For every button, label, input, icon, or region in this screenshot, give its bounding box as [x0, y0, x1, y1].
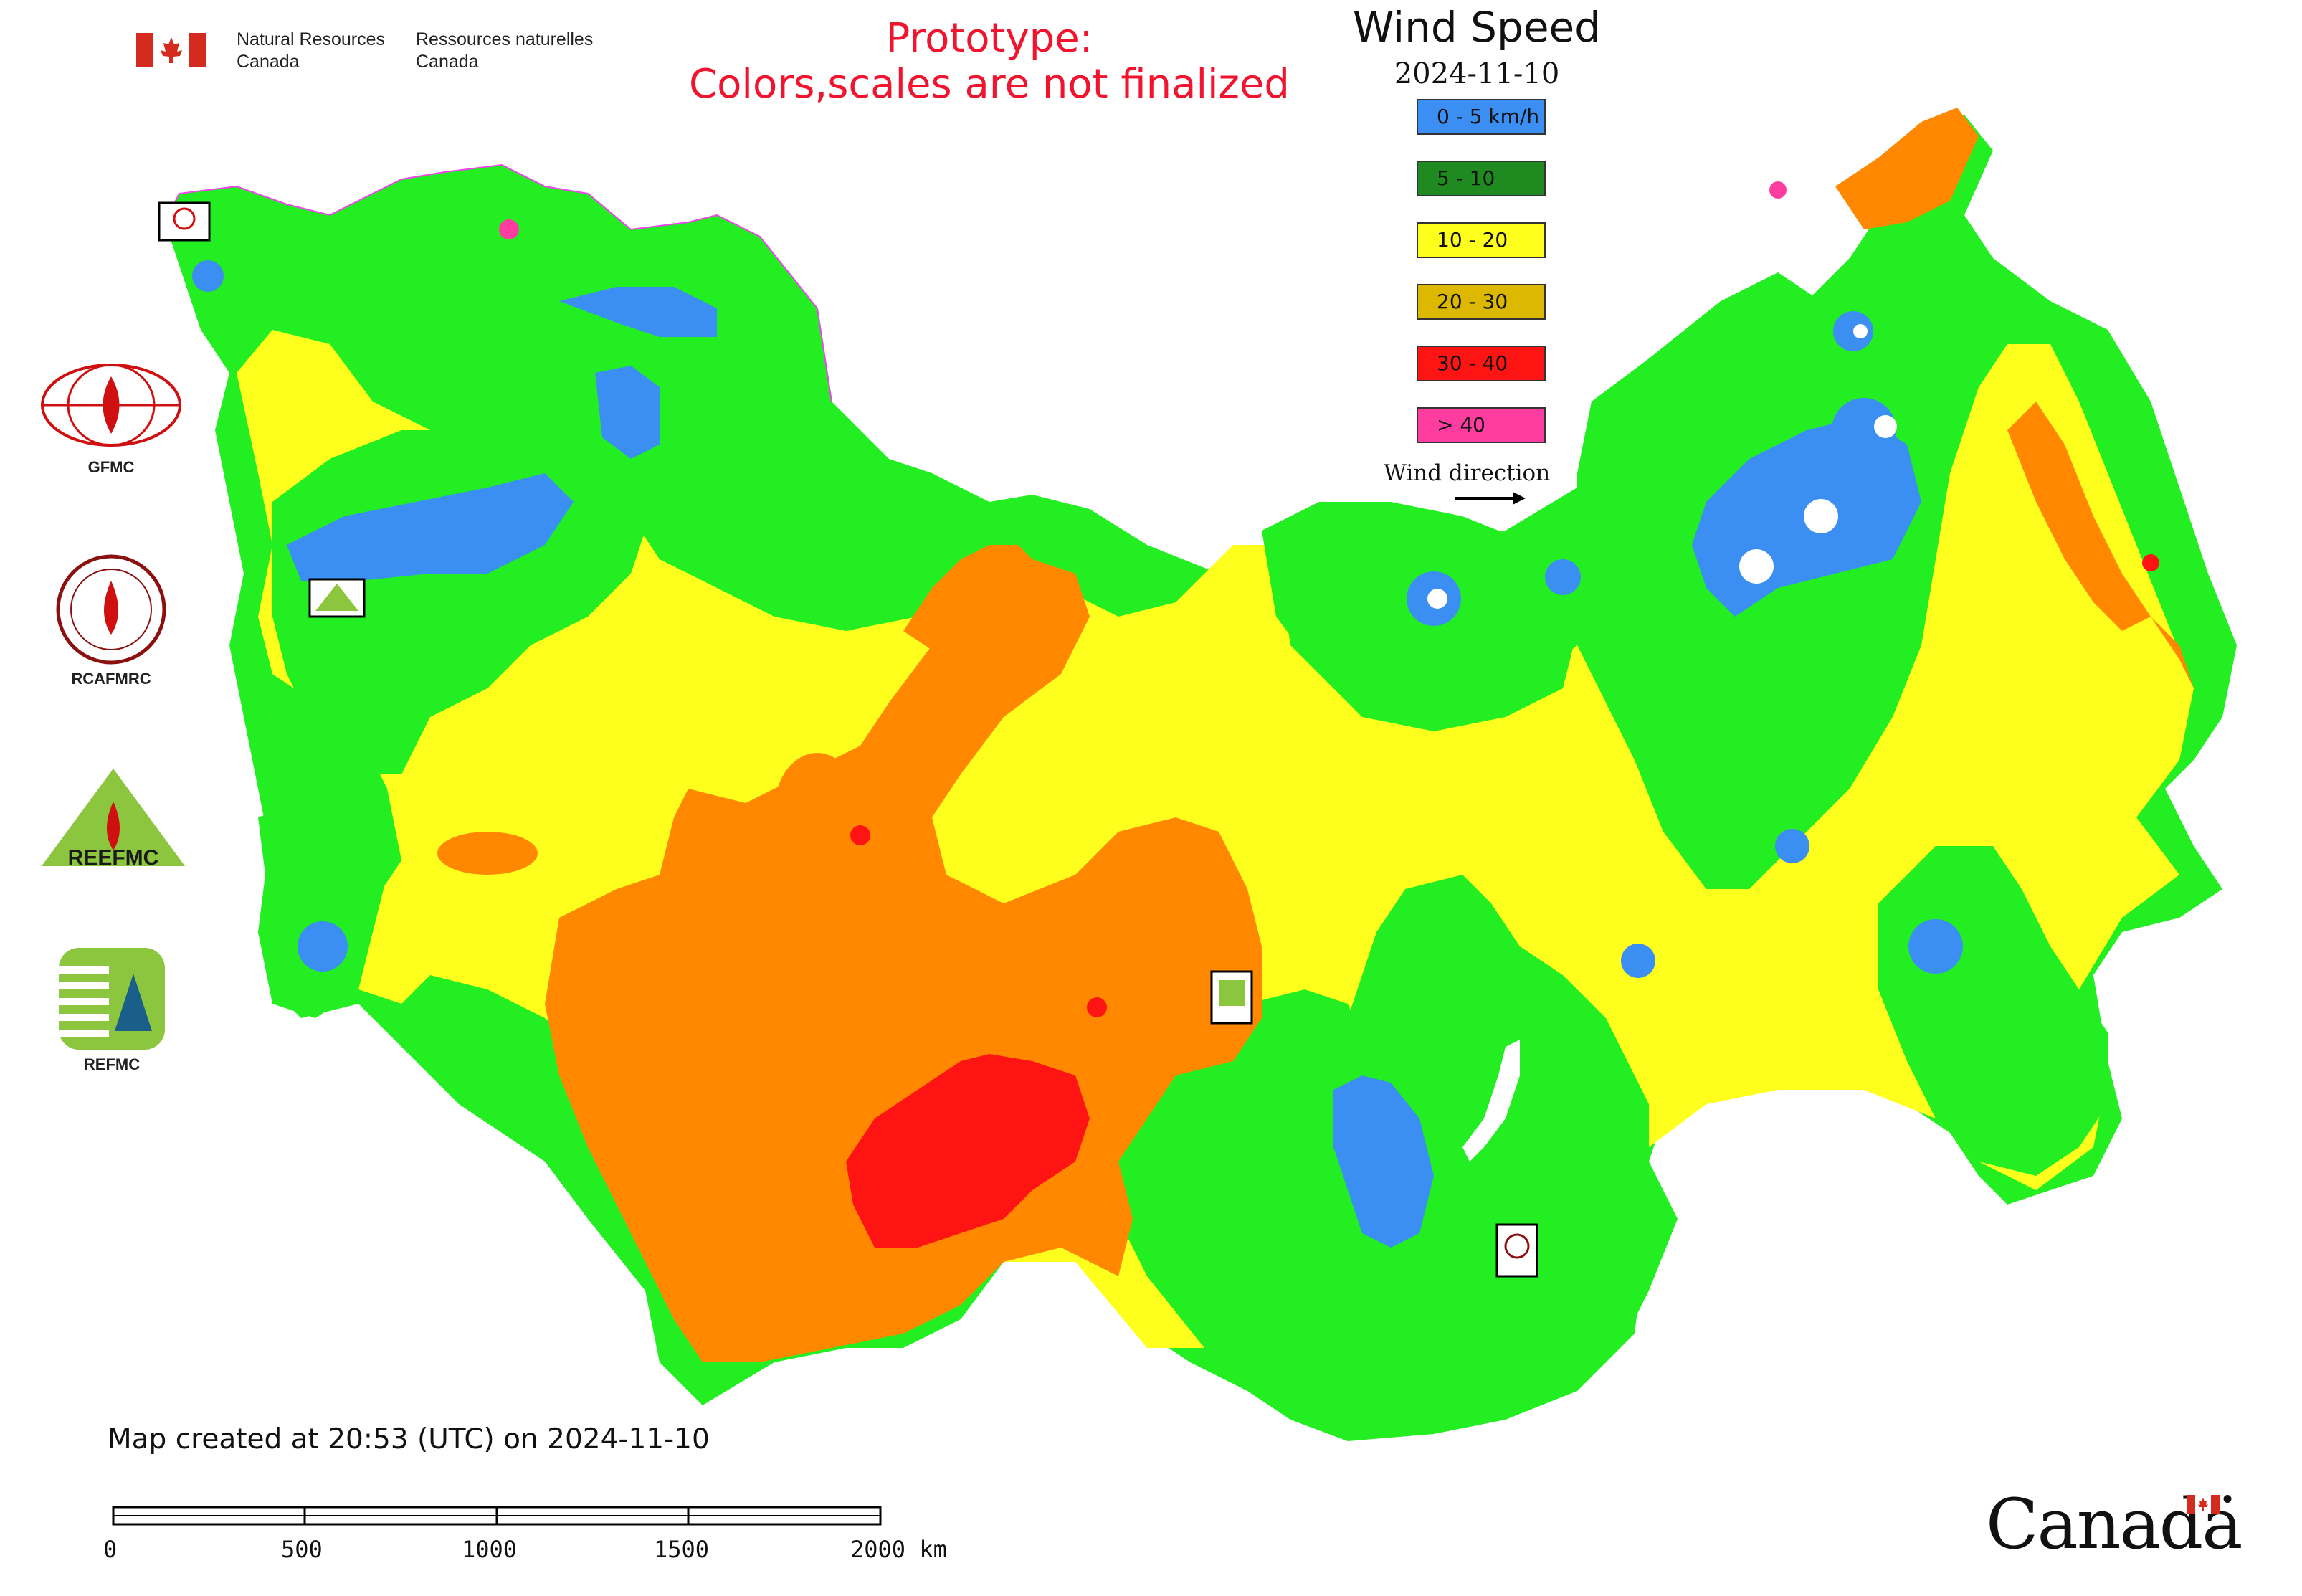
map-marker — [1874, 415, 1897, 438]
station-marker-reefmc-icon — [308, 578, 366, 618]
svg-text:REEFMC: REEFMC — [68, 846, 159, 870]
map-marker — [1427, 589, 1447, 609]
legend-item: 20 - 30 — [1417, 284, 1546, 320]
zone-strong-central — [545, 559, 1262, 1362]
legend-item: 10 - 20 — [1417, 222, 1546, 258]
scale-label: 500 — [281, 1536, 323, 1563]
zone-calm-west — [287, 473, 574, 581]
wind-direction-label: Wind direction — [1384, 460, 1551, 486]
zone-very-strong-spot — [850, 825, 870, 845]
rcafmrc-logo-icon — [56, 554, 166, 665]
wind-direction-arrow-icon — [1455, 492, 1526, 505]
legend-item: 0 - 5 km/h — [1417, 99, 1546, 135]
zone-calm-ladoga — [595, 366, 660, 459]
agency-reefmc: REEFMC — [37, 766, 189, 876]
zone-light-west — [258, 803, 387, 1018]
scale-label: 2000 km — [850, 1536, 947, 1563]
prototype-notice: Prototype: Colors,scales are not finaliz… — [645, 16, 1333, 108]
map-date: 2024-11-10 — [1394, 57, 1560, 90]
station-marker-gfmc-icon — [158, 201, 211, 242]
zone-strong-northeast — [1835, 108, 1979, 229]
zone-calm-baikal — [1333, 1075, 1434, 1248]
zone-calm-spot — [298, 921, 348, 972]
map-title: Wind Speed — [1352, 3, 1602, 52]
zone-calm-spot — [1545, 559, 1581, 595]
zone-strong-north — [903, 545, 1047, 660]
zone-very-strong — [846, 1054, 1090, 1248]
map-marker — [1804, 499, 1838, 533]
scale-label: 0 — [103, 1536, 118, 1563]
station-marker-rcafmrc-icon — [1495, 1223, 1538, 1278]
coastline — [164, 163, 832, 402]
zone-calm-spot — [1908, 919, 1963, 974]
zone-calm-northwest — [559, 287, 717, 337]
map-marker — [1739, 549, 1774, 584]
department-name-fr: Ressources naturelles Canada — [416, 29, 594, 72]
refmc-logo-icon — [59, 948, 165, 1050]
legend-item: 30 - 40 — [1417, 346, 1546, 381]
zone-very-strong-spot — [1087, 997, 1107, 1017]
gfmc-logo-icon — [41, 364, 181, 447]
scale-bar — [112, 1506, 882, 1526]
legend-item: > 40 — [1417, 407, 1546, 443]
map-marker — [1853, 324, 1868, 338]
scale-label: 1000 — [462, 1536, 518, 1563]
zone-calm-spot — [192, 260, 224, 292]
scale-label: 1500 — [654, 1536, 710, 1563]
prototype-notice-line2: Colors,scales are not finalized — [689, 61, 1290, 108]
zone-calm-spot — [1621, 944, 1655, 978]
zone-strong-spot — [437, 832, 538, 875]
lake-baikal — [1462, 1040, 1520, 1162]
agency-refmc: REFMC — [54, 945, 169, 1074]
agency-label: RCAFMRC — [71, 670, 151, 688]
zone-strong-spot — [774, 753, 860, 868]
zone-calm-spot — [1775, 829, 1809, 863]
zone-extreme-spot — [1769, 181, 1787, 199]
agency-label: GFMC — [87, 458, 135, 476]
zone-calm-east-top — [1832, 398, 1896, 462]
agency-rcafmrc: RCAFMRC — [50, 552, 172, 688]
zone-extreme-spot — [499, 219, 519, 239]
canada-wordmark-flag-icon — [2187, 1495, 2220, 1514]
legend-item: 5 - 10 — [1417, 161, 1546, 196]
station-marker-refmc-icon — [1210, 970, 1253, 1025]
zone-strong-kamchatka — [2007, 402, 2194, 688]
agency-gfmc: GFMC — [37, 362, 185, 477]
zone-very-strong-spot — [2142, 554, 2159, 571]
reefmc-logo-icon: REEFMC — [42, 769, 185, 870]
map-created-timestamp: Map created at 20:53 (UTC) on 2024-11-10 — [108, 1423, 710, 1455]
department-name-en: Natural Resources Canada — [237, 29, 386, 72]
agency-label: REFMC — [83, 1055, 141, 1073]
prototype-notice-line1: Prototype: — [885, 15, 1093, 62]
canada-flag-icon — [136, 33, 206, 67]
